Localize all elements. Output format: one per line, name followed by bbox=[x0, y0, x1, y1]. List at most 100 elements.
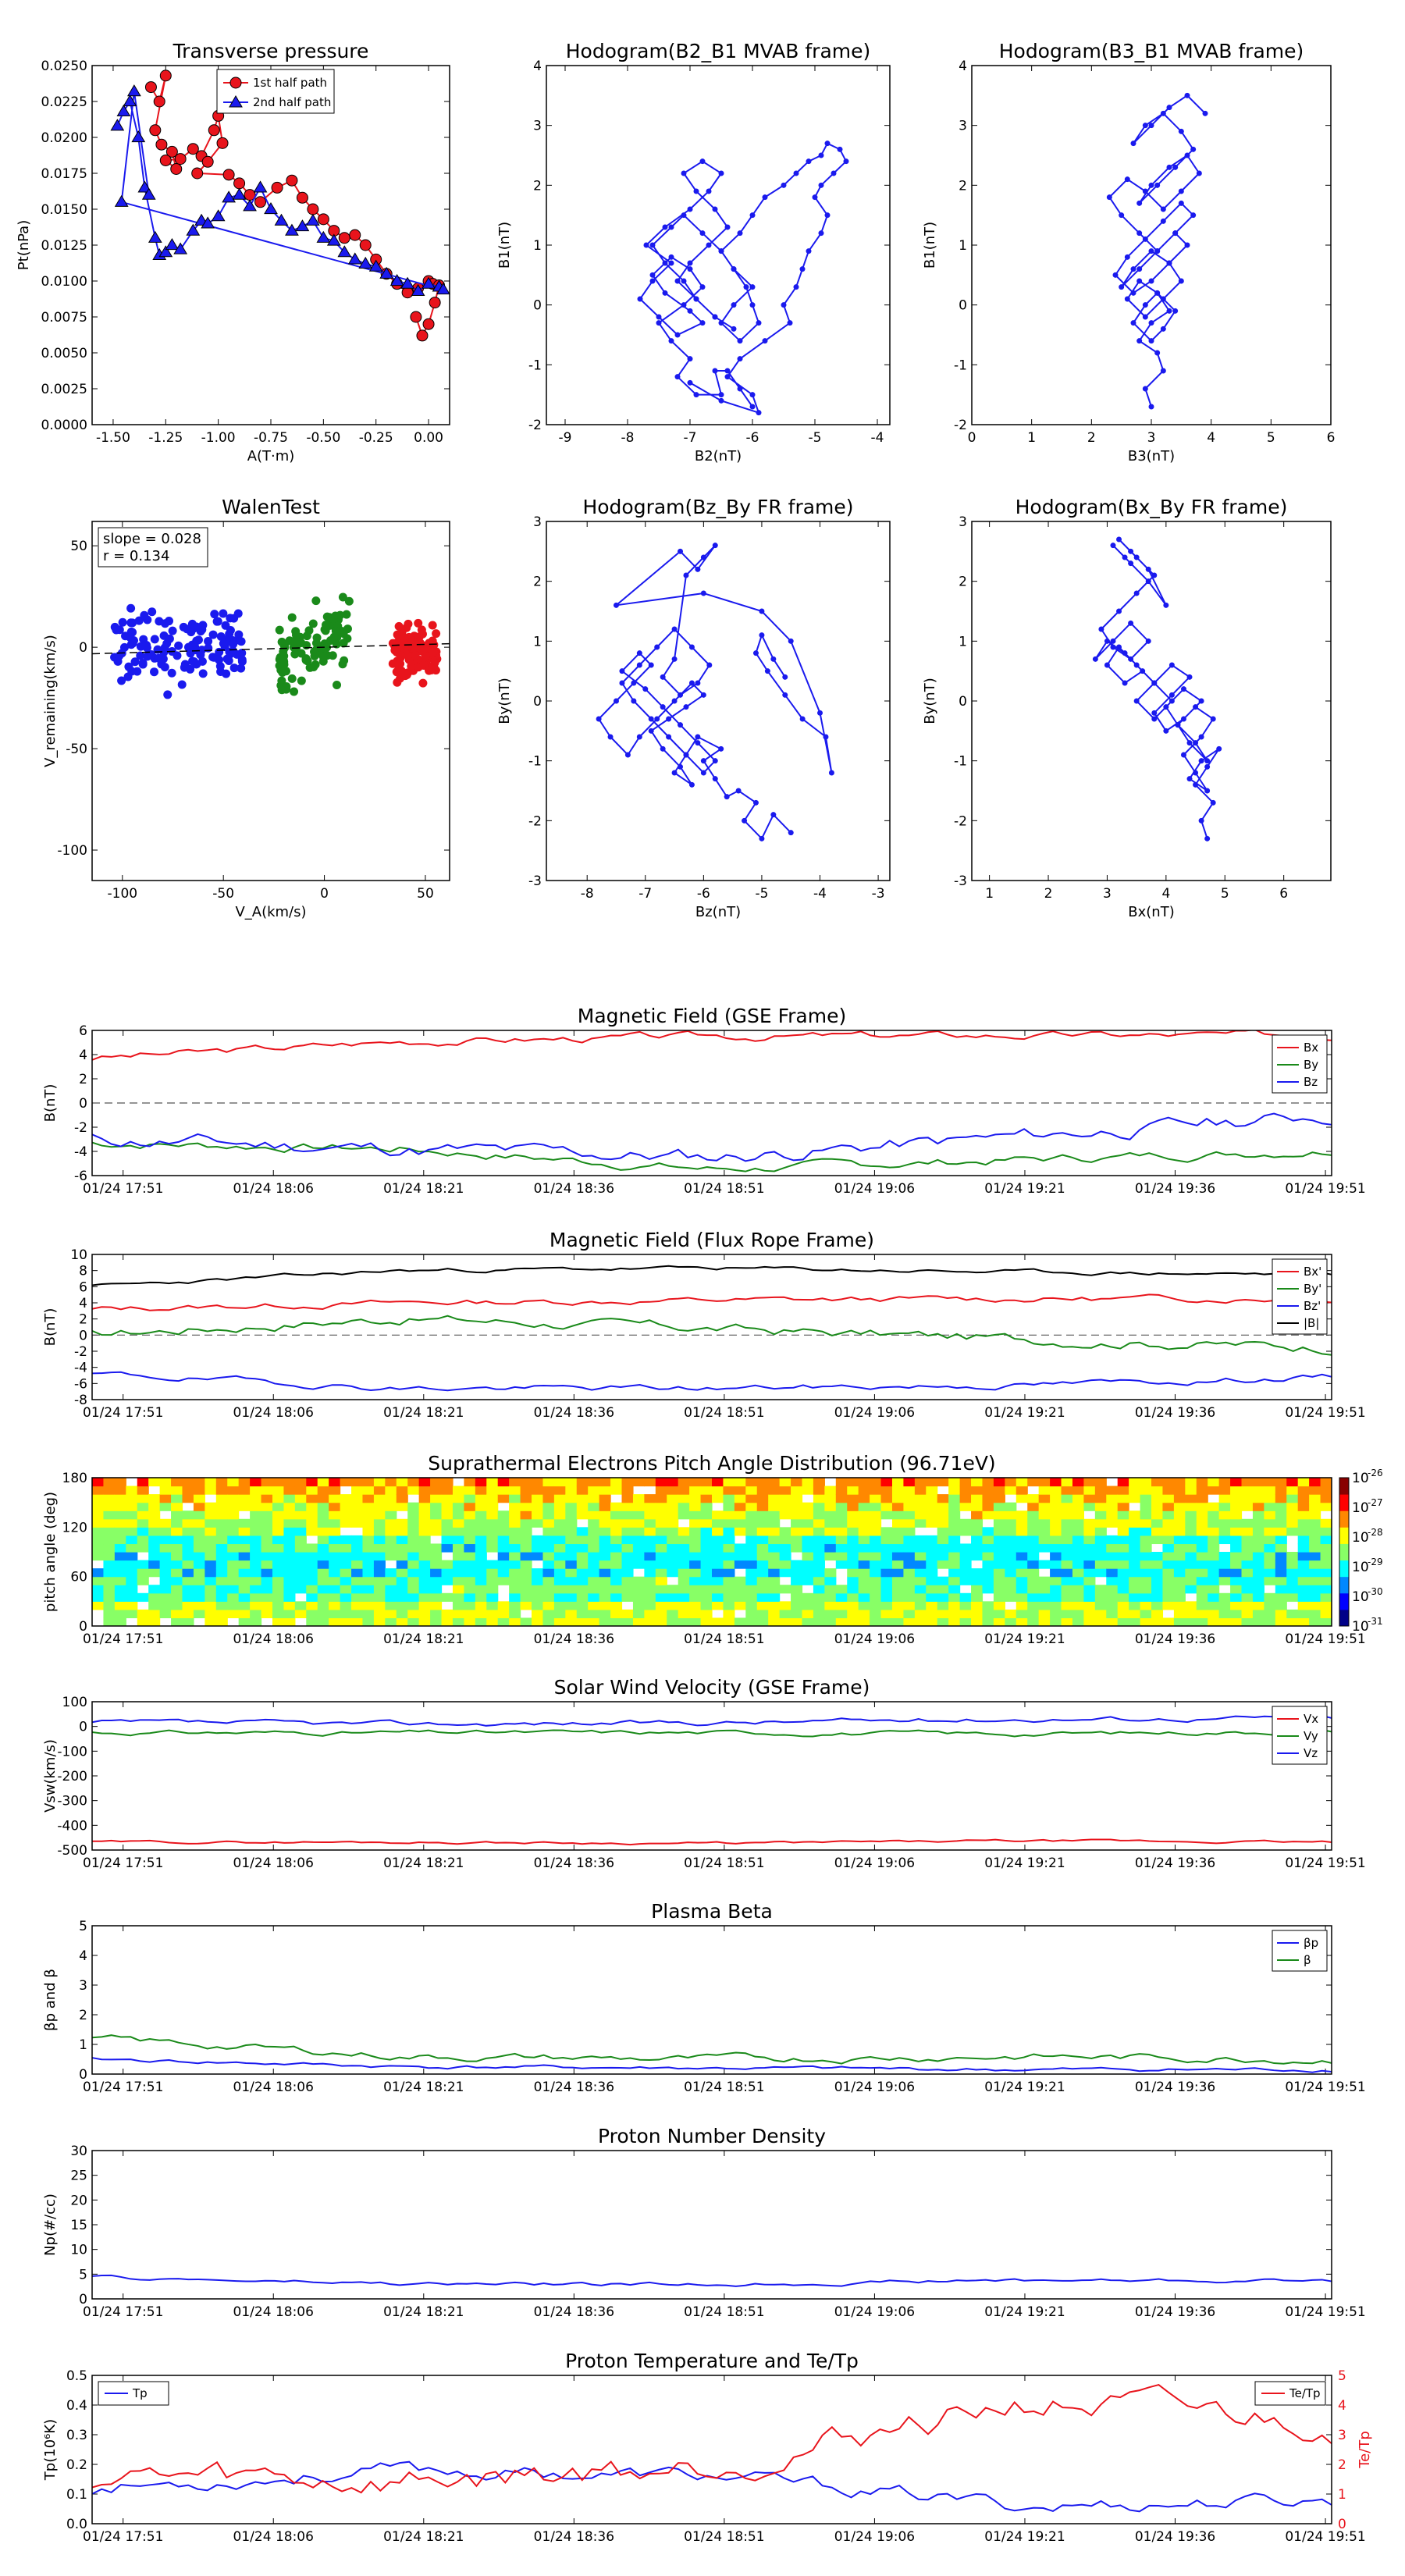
hodo3-ytick-label: 1 bbox=[533, 634, 542, 649]
hodo3-series-0-point bbox=[700, 692, 706, 698]
pad-cell bbox=[948, 1560, 961, 1569]
pad-cell bbox=[858, 1568, 870, 1578]
bfr-legend-label-0: Bx' bbox=[1304, 1265, 1321, 1279]
tpt-xtick-label: 01/24 18:51 bbox=[684, 2529, 764, 2545]
pad-cell bbox=[1218, 1576, 1231, 1585]
pad-cell bbox=[1129, 1518, 1141, 1528]
vsw-ytick-label: -500 bbox=[57, 1843, 87, 1859]
pad-cell bbox=[1094, 1568, 1107, 1578]
tp-series-1-point bbox=[436, 283, 450, 295]
walen-series-0-point bbox=[128, 639, 137, 648]
tp-series-0-point bbox=[233, 177, 246, 190]
pad-cell bbox=[870, 1510, 882, 1520]
pad-cell bbox=[756, 1552, 769, 1561]
hodo4-series-0-point bbox=[1133, 554, 1140, 560]
pad-cell bbox=[779, 1585, 791, 1594]
pad-cell bbox=[1050, 1485, 1062, 1495]
pad-cell bbox=[441, 1560, 454, 1569]
pad-cell bbox=[1140, 1552, 1152, 1561]
pad-cell bbox=[1173, 1510, 1186, 1520]
pad-cell bbox=[340, 1478, 352, 1487]
pad-cell bbox=[193, 1494, 205, 1503]
pad-cell bbox=[700, 1592, 713, 1602]
tp-ytick-label: 0.0200 bbox=[41, 130, 87, 146]
pad-cell bbox=[993, 1609, 1005, 1619]
pad-cell bbox=[993, 1494, 1005, 1503]
pad-cell bbox=[914, 1485, 927, 1495]
pad-cell bbox=[745, 1502, 758, 1511]
pad-cell bbox=[238, 1494, 251, 1503]
pad-cell bbox=[114, 1478, 126, 1487]
pad-cell bbox=[1241, 1560, 1254, 1569]
np-ytick-label: 20 bbox=[70, 2193, 87, 2208]
hodo3-series-0-point bbox=[613, 602, 619, 608]
pad-cell bbox=[1083, 1609, 1096, 1619]
pad-cell bbox=[1196, 1568, 1208, 1578]
pad-cell bbox=[1094, 1510, 1107, 1520]
pad-cell bbox=[1151, 1485, 1164, 1495]
pad-cell bbox=[1050, 1502, 1062, 1511]
pad-cell bbox=[272, 1568, 285, 1578]
hodo3-ytick-label: -3 bbox=[528, 873, 542, 889]
walen-series-1-point bbox=[343, 624, 352, 634]
pad-cell bbox=[250, 1592, 262, 1602]
vsw-ytick-label: -100 bbox=[57, 1744, 87, 1759]
tp-series-0-point bbox=[416, 329, 429, 342]
pad-xtick-label: 01/24 19:51 bbox=[1285, 1631, 1365, 1647]
hodo2-series-0-point bbox=[1142, 386, 1148, 392]
pad-cell bbox=[1117, 1518, 1129, 1528]
pad-cell bbox=[1061, 1560, 1073, 1569]
hodo4-series-0-point bbox=[1128, 560, 1134, 567]
pad-cell bbox=[385, 1576, 397, 1585]
hodo1-axes-frame bbox=[546, 65, 891, 425]
pad-cell bbox=[588, 1494, 600, 1503]
pad-cell bbox=[745, 1568, 758, 1578]
pad-cell bbox=[700, 1478, 713, 1487]
walen-series-0-point bbox=[186, 664, 195, 674]
pad-cell bbox=[835, 1494, 848, 1503]
pad-cell bbox=[329, 1535, 341, 1545]
pad-cell bbox=[306, 1560, 318, 1569]
pad-cell bbox=[385, 1601, 397, 1610]
pad-cell bbox=[532, 1494, 544, 1503]
vsw-xtick-label: 01/24 19:06 bbox=[834, 1856, 915, 1871]
pad-cell bbox=[621, 1617, 634, 1626]
pad-cell bbox=[791, 1609, 803, 1619]
pad-cell bbox=[1173, 1478, 1186, 1487]
pad-cell bbox=[385, 1543, 397, 1553]
pad-cell bbox=[148, 1518, 161, 1528]
pad-cell bbox=[1230, 1592, 1243, 1602]
hodo4-series-0-point bbox=[1104, 638, 1110, 644]
hodo1-ytick-label: 3 bbox=[533, 119, 542, 134]
pad-cell bbox=[283, 1592, 296, 1602]
pad-cell bbox=[1309, 1518, 1321, 1528]
hodo1-ytick-label: 0 bbox=[533, 298, 542, 314]
pad-cell bbox=[430, 1560, 443, 1569]
pad-cell bbox=[1140, 1502, 1152, 1511]
pad-cell bbox=[891, 1576, 905, 1585]
pad-cell bbox=[1208, 1543, 1220, 1553]
pad-cell bbox=[1072, 1543, 1084, 1553]
pad-cell bbox=[847, 1601, 859, 1610]
pad-cell bbox=[791, 1543, 803, 1553]
pad-cell bbox=[542, 1535, 555, 1545]
pad-cell bbox=[126, 1494, 138, 1503]
pad-ytick-label: 120 bbox=[62, 1520, 87, 1535]
pad-cell bbox=[1117, 1485, 1129, 1495]
pad-cell bbox=[418, 1568, 431, 1578]
vsw-xtick-label: 01/24 18:36 bbox=[534, 1856, 614, 1871]
pad-cell bbox=[813, 1609, 825, 1619]
pad-cell bbox=[891, 1518, 905, 1528]
hodo4-series-0-point bbox=[1168, 692, 1175, 698]
pad-cell bbox=[644, 1592, 656, 1602]
hodo2-series-0-point bbox=[1178, 200, 1184, 206]
tp-ytick-label: 0.0125 bbox=[41, 238, 87, 254]
pad-cell bbox=[779, 1568, 791, 1578]
pad-cell bbox=[329, 1560, 341, 1569]
pad-cell bbox=[937, 1592, 949, 1602]
pad-cell bbox=[914, 1576, 927, 1585]
pad-cell bbox=[891, 1609, 905, 1619]
pad-cell bbox=[1286, 1494, 1299, 1503]
pad-cell bbox=[1129, 1576, 1141, 1585]
hodo3-series-0-point bbox=[700, 554, 706, 560]
